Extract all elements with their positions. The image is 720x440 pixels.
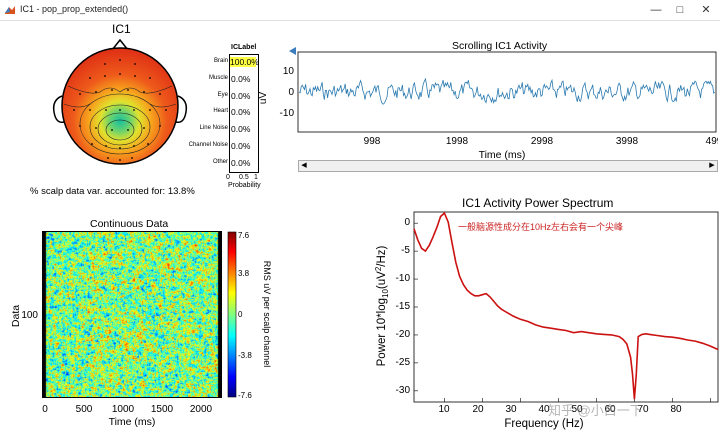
head-circle <box>61 47 179 165</box>
heatmap-xlabel: Time (ms) <box>109 416 156 428</box>
iclabel-tick: 1 <box>254 174 258 181</box>
colorbar: 7.6 3.8 0 -3.8 -7.6 RMS uV per scalp cha… <box>227 231 272 400</box>
colorbar-tick: 3.8 <box>238 269 250 278</box>
colorbar-tick: -3.8 <box>238 351 252 360</box>
iclabel-row-value: 100.0% <box>230 57 259 67</box>
scroll-xtick: 1998 <box>446 136 469 147</box>
psd-title: IC1 Activity Power Spectrum <box>462 196 614 210</box>
scroll-left-arrow-icon[interactable] <box>287 46 301 56</box>
window-title: IC1 - pop_prop_extended() <box>20 4 129 14</box>
psd-ylabel-end: /Hz) <box>376 245 388 266</box>
iclabel-tick: 0.5 <box>239 174 249 181</box>
psd-xtick: 50 <box>571 404 583 415</box>
iclabel-row-value: 0.0% <box>231 107 251 118</box>
topomap-title: IC1 <box>112 22 131 36</box>
variance-text: % scalp data var. accounted for: 13.8% <box>30 186 195 197</box>
minimize-icon: — <box>650 4 662 16</box>
heatmap-xtick: 500 <box>76 404 93 415</box>
psd-series <box>413 211 719 400</box>
colorbar-tick: -7.6 <box>238 391 252 400</box>
heatmap-ylabel: Data <box>10 305 22 327</box>
psd-ytick: -10 <box>396 273 411 284</box>
scroll-xlabel: Time (ms) <box>479 149 526 161</box>
iclabel-row-name: Other <box>212 158 228 165</box>
window-titlebar: IC1 - pop_prop_extended() — □ ✕ <box>0 0 720 21</box>
iclabel-title: ICLabel <box>231 44 257 51</box>
scroll-title: Scrolling IC1 Activity <box>452 40 548 52</box>
psd-xtick: 20 <box>472 404 484 415</box>
psd-annotation: 一般脑源性成分在10Hz左右会有一个尖峰 <box>458 221 623 232</box>
iclabel-xlabel: Probability <box>228 182 261 189</box>
close-button[interactable]: ✕ <box>692 2 720 18</box>
scroll-activity-plot: 10 0 -10 uV 998 1998 2998 3998 499 Time … <box>258 51 718 161</box>
contour-lines <box>63 85 177 155</box>
colorbar-tick: 0 <box>238 310 243 319</box>
iclabel-row-name: Channel Noise <box>188 142 228 148</box>
iclabel-row-name: Muscle <box>208 74 228 81</box>
psd-xtick: 80 <box>670 404 682 415</box>
psd-tick-marks <box>414 222 711 402</box>
heatmap-xtick: 2000 <box>190 404 213 415</box>
scroll-ytick: 0 <box>288 87 294 98</box>
psd-ylabel-sup: 2 <box>374 266 383 271</box>
scroll-left-button-icon[interactable]: ◀ <box>301 162 307 169</box>
psd-ylabel: Power 10*log10(uV2/Hz) <box>374 245 390 366</box>
psd-ytick: -5 <box>401 245 410 256</box>
iclabel-row-name: Heart <box>213 108 228 115</box>
psd-xtick: 10 <box>438 404 450 415</box>
iclabel-row-value: 0.0% <box>231 73 251 84</box>
scroll-right-button-icon[interactable]: ▶ <box>709 162 715 169</box>
iclabel-row-value: 0.0% <box>231 124 251 135</box>
psd-ytick: -25 <box>396 357 411 368</box>
scroll-ylabel: uV <box>258 92 269 105</box>
heatmap-xtick: 0 <box>42 404 48 415</box>
psd-plot: 0 -5 -10 -15 -20 -25 -30 10 20 30 40 50 … <box>374 211 719 430</box>
topomap <box>52 38 188 165</box>
heatmap-canvas <box>42 231 222 398</box>
psd-ylabel-main: Power 10*log <box>376 298 388 366</box>
iclabel-row-name: Eye <box>217 91 228 98</box>
scrollbar[interactable]: ◀ ▶ <box>298 160 718 172</box>
psd-xlabel: Frequency (Hz) <box>504 418 583 430</box>
heatmap-title: Continuous Data <box>90 218 169 230</box>
iclabel-row-value: 0.0% <box>231 90 251 101</box>
psd-ytick: 0 <box>404 217 410 228</box>
heatmap-ytick: 100 <box>21 310 38 321</box>
psd-ytick: -20 <box>396 329 411 340</box>
iclabel-row-value: 0.0% <box>231 141 251 151</box>
heatmap-xtick: 1500 <box>151 404 174 415</box>
iclabel-row-name: Brain <box>213 58 228 64</box>
iclabel-tick: 0 <box>226 174 230 181</box>
minimize-button[interactable]: — <box>642 2 670 18</box>
psd-xtick: 70 <box>637 404 649 415</box>
psd-ylabel-sub: 10 <box>381 289 390 298</box>
matlab-icon <box>5 6 15 14</box>
heatmap-axes: Data 100 0 500 1000 1500 2000 Time (ms) <box>10 305 213 428</box>
scroll-xtick: 499 <box>706 136 718 147</box>
maximize-button[interactable]: □ <box>666 2 694 18</box>
psd-ylabel-rest: (uV <box>376 271 388 289</box>
scroll-ytick: -10 <box>280 108 295 119</box>
psd-xtick: 60 <box>604 404 616 415</box>
colorbar-label: RMS uV per scalp channel <box>262 261 272 368</box>
iclabel-axes <box>229 54 259 173</box>
close-icon: ✕ <box>701 4 711 16</box>
iclabel-row-name: Line Noise <box>199 125 228 132</box>
scroll-series <box>298 77 716 105</box>
scroll-xtick: 998 <box>364 136 381 147</box>
iclabel-row-value: 0.0% <box>231 157 251 168</box>
scroll-ytick: 10 <box>283 66 295 77</box>
colorbar-tick: 7.6 <box>238 231 250 240</box>
heatmap-xtick: 1000 <box>112 404 135 415</box>
psd-xtick: 40 <box>538 404 550 415</box>
scroll-xtick: 3998 <box>616 136 639 147</box>
maximize-icon: □ <box>676 4 684 16</box>
psd-ytick: -15 <box>396 301 411 312</box>
watermark: 知乎 @小白一下 <box>548 403 643 418</box>
scroll-xtick: 2998 <box>531 136 554 147</box>
electrode-dots <box>73 59 167 161</box>
psd-ytick: -30 <box>396 385 411 396</box>
psd-xtick: 30 <box>505 404 517 415</box>
